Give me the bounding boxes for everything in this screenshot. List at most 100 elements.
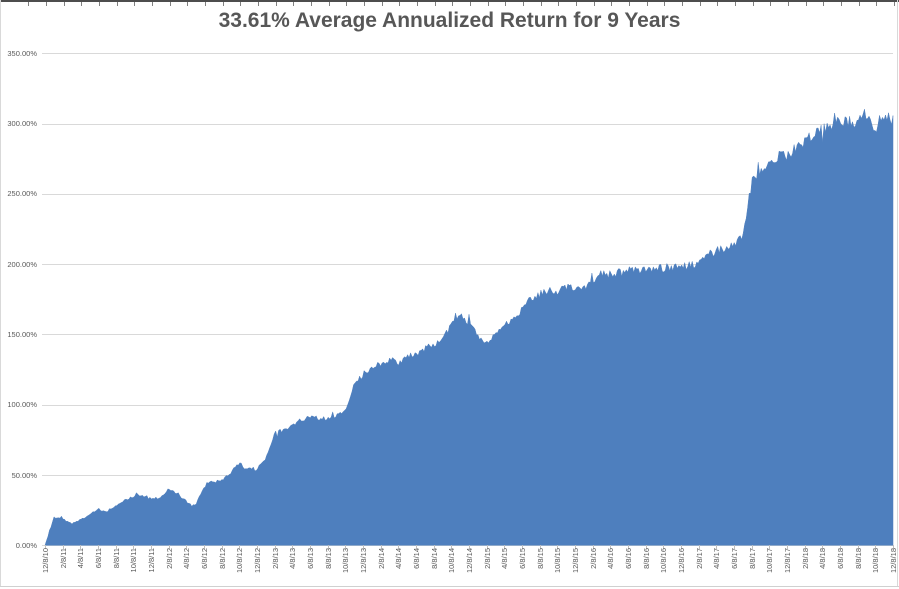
x-axis-tick bbox=[345, 545, 347, 549]
x-axis-tick bbox=[663, 545, 665, 549]
top-tick bbox=[558, 2, 560, 6]
gridline bbox=[42, 53, 893, 55]
x-axis-label: 10/8/13 bbox=[341, 548, 351, 574]
top-tick bbox=[805, 2, 807, 6]
x-axis-tick bbox=[239, 545, 241, 549]
top-tick bbox=[858, 2, 860, 6]
top-tick bbox=[576, 2, 577, 6]
x-axis-tick bbox=[751, 545, 753, 549]
x-axis-tick bbox=[716, 545, 718, 549]
top-tick bbox=[452, 2, 454, 6]
x-axis-label: 2/8/15 bbox=[482, 548, 492, 569]
y-axis-label: 200.00% bbox=[7, 259, 37, 269]
x-axis-label: 6/8/14 bbox=[412, 548, 421, 569]
x-axis-label: 10/8/17 bbox=[765, 548, 775, 574]
x-axis-label: 6/8/17 bbox=[730, 548, 739, 569]
top-tick bbox=[275, 2, 277, 6]
top-tick bbox=[399, 2, 401, 6]
x-axis-label: 8/8/11 bbox=[111, 548, 121, 569]
top-tick bbox=[381, 2, 383, 6]
x-axis-label: 12/8/13 bbox=[359, 548, 368, 574]
x-axis-label: 2/8/11 bbox=[58, 548, 68, 569]
x-axis-label: 10/8/16 bbox=[659, 548, 669, 574]
gridline bbox=[42, 545, 893, 547]
x-axis-tick bbox=[204, 545, 205, 549]
top-tick bbox=[894, 2, 895, 6]
x-axis-tick bbox=[893, 545, 894, 549]
gridline bbox=[42, 123, 893, 125]
x-axis-label: 6/8/18 bbox=[836, 548, 845, 569]
chart-title: 33.61% Average Annualized Return for 9 Y… bbox=[218, 9, 681, 32]
x-axis-label: 10/8/18 bbox=[871, 548, 881, 574]
top-tick bbox=[770, 2, 772, 6]
x-axis-label: 12/8/15 bbox=[571, 548, 580, 574]
x-axis-label: 8/8/13 bbox=[323, 548, 333, 569]
top-tick bbox=[841, 2, 842, 6]
y-axis-label: 150.00% bbox=[7, 329, 37, 339]
top-tick bbox=[470, 2, 471, 6]
top-tick bbox=[417, 2, 418, 6]
x-axis-label: 10/8/14 bbox=[447, 548, 457, 574]
x-axis-tick bbox=[857, 545, 859, 549]
x-axis-label: 6/8/12 bbox=[200, 548, 209, 569]
x-axis-tick bbox=[151, 545, 152, 549]
x-axis-tick bbox=[840, 545, 841, 549]
chart-frame-right-border bbox=[897, 0, 898, 587]
x-axis-tick bbox=[486, 545, 488, 549]
x-axis-tick bbox=[327, 545, 329, 549]
x-axis-label: 4/8/13 bbox=[288, 548, 298, 569]
x-axis-tick bbox=[133, 545, 135, 549]
x-axis-label: 4/8/16 bbox=[606, 548, 616, 569]
x-axis-tick bbox=[681, 545, 682, 549]
x-axis-tick bbox=[380, 545, 382, 549]
x-axis-tick bbox=[416, 545, 417, 549]
top-tick bbox=[646, 2, 648, 6]
x-axis-label: 4/8/17 bbox=[712, 548, 722, 569]
x-axis-tick bbox=[62, 545, 64, 549]
x-axis-label: 8/8/15 bbox=[535, 548, 545, 569]
x-axis-tick bbox=[592, 545, 594, 549]
top-tick bbox=[152, 2, 153, 6]
y-axis-label: 50.00% bbox=[11, 470, 37, 480]
x-axis-tick bbox=[628, 545, 629, 549]
x-axis-tick bbox=[822, 545, 824, 549]
x-axis-tick bbox=[257, 545, 258, 549]
x-axis-label: 2/8/18 bbox=[800, 548, 810, 569]
top-tick bbox=[434, 2, 436, 6]
gridline bbox=[42, 264, 893, 266]
y-axis-label: 0.00% bbox=[15, 540, 37, 550]
x-axis-tick bbox=[557, 545, 559, 549]
x-axis-label: 12/8/14 bbox=[465, 548, 474, 574]
x-axis-label: 12/8/12 bbox=[253, 548, 262, 574]
top-tick bbox=[240, 2, 242, 6]
x-axis-label: 2/8/14 bbox=[376, 548, 386, 569]
top-tick bbox=[788, 2, 789, 6]
x-axis-label: 2/8/12 bbox=[164, 548, 174, 569]
top-tick bbox=[682, 2, 683, 6]
top-tick bbox=[717, 2, 719, 6]
x-axis-label: 12/8/10 bbox=[41, 548, 50, 574]
top-tick bbox=[505, 2, 507, 6]
x-axis-tick bbox=[98, 545, 99, 549]
x-axis-label: 10/8/15 bbox=[553, 548, 563, 574]
x-axis-label: 10/8/11 bbox=[129, 548, 139, 573]
y-axis-label: 250.00% bbox=[7, 189, 37, 199]
x-axis-label: 6/8/13 bbox=[306, 548, 315, 569]
top-tick bbox=[258, 2, 259, 6]
x-axis-label: 12/8/11 bbox=[147, 548, 156, 573]
x-axis-label: 6/8/15 bbox=[518, 548, 527, 569]
x-axis-tick bbox=[168, 545, 170, 549]
top-tick bbox=[364, 2, 365, 6]
x-axis-tick bbox=[539, 545, 541, 549]
chart-frame-bottom-border bbox=[0, 586, 899, 587]
top-tick bbox=[487, 2, 489, 6]
x-axis-tick bbox=[451, 545, 453, 549]
x-axis-tick bbox=[504, 545, 506, 549]
x-axis-tick bbox=[80, 545, 82, 549]
top-tick bbox=[346, 2, 348, 6]
top-tick bbox=[523, 2, 524, 6]
x-axis-tick bbox=[769, 545, 771, 549]
x-axis-label: 12/8/16 bbox=[677, 548, 686, 574]
